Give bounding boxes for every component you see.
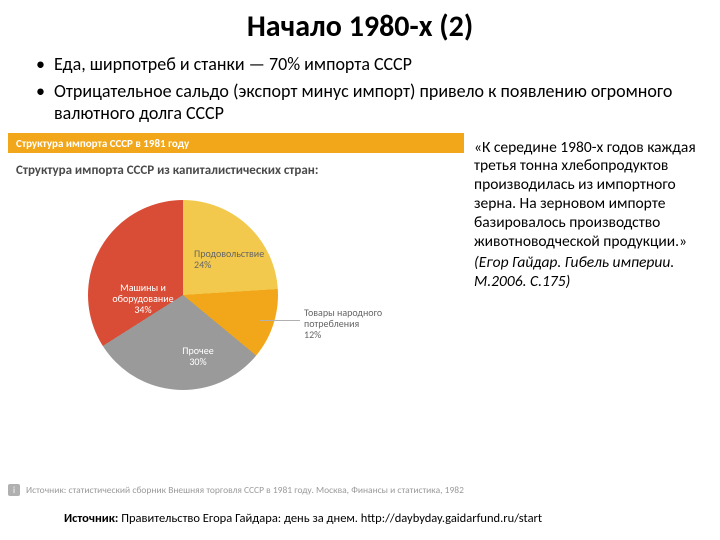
- chart-subtitle: Структура импорта СССР из капиталистичес…: [8, 153, 464, 182]
- bottom-source: Источник: Правительство Егора Гайдара: д…: [64, 511, 542, 526]
- pie-chart: Машины и оборудование 34% Продовольствие…: [8, 182, 464, 442]
- slice-value: 30%: [173, 356, 223, 367]
- slice-label-line: Машины и: [108, 282, 178, 293]
- page-title: Начало 1980-х (2): [0, 0, 720, 45]
- bullet-dot: •: [36, 80, 54, 125]
- bullet-item: • Еда, ширпотреб и станки — 70% импорта …: [36, 53, 696, 76]
- callout-line: [260, 320, 300, 321]
- quote-attribution: (Егор Гайдар. Гибель империи. М.2006. С.…: [474, 254, 702, 292]
- chart-banner: Структура импорта СССР в 1981 году: [8, 133, 464, 153]
- source-icon: i: [8, 484, 20, 496]
- quote-body: «К середине 1980-х годов каждая третья т…: [474, 139, 702, 252]
- bullet-dot: •: [36, 53, 54, 76]
- bottom-source-text: Правительство Егора Гайдара: день за дне…: [118, 511, 542, 526]
- slice-label-food: Продовольствие 24%: [194, 248, 274, 270]
- bullet-text: Еда, ширпотреб и станки — 70% импорта СС…: [54, 53, 412, 76]
- slice-label-line: Товары народного: [304, 307, 414, 318]
- slice-label-line: Прочее: [173, 345, 223, 356]
- slice-label-line: Продовольствие: [194, 248, 274, 259]
- bullet-text: Отрицательное сальдо (экспорт минус импо…: [54, 80, 696, 125]
- slice-label-line: потребления: [304, 318, 414, 329]
- slice-label-consumer-goods: Товары народного потребления 12%: [304, 307, 414, 340]
- chart-footnote-text: Источник: статистический сборник Внешняя…: [26, 484, 464, 496]
- slice-value: 12%: [304, 329, 414, 340]
- bottom-source-label: Источник:: [64, 511, 118, 526]
- slice-label-line: оборудование: [108, 293, 178, 304]
- chart-panel: Структура импорта СССР в 1981 году Струк…: [8, 133, 464, 442]
- main-row: Структура импорта СССР в 1981 году Струк…: [0, 133, 720, 442]
- quote-panel: «К середине 1980-х годов каждая третья т…: [464, 133, 712, 442]
- slice-value: 24%: [194, 259, 274, 270]
- slice-value: 34%: [108, 304, 178, 315]
- chart-footnote: i Источник: статистический сборник Внешн…: [8, 484, 464, 496]
- slice-label-machines: Машины и оборудование 34%: [108, 282, 178, 315]
- bullet-list: • Еда, ширпотреб и станки — 70% импорта …: [0, 45, 720, 133]
- slice-label-other: Прочее 30%: [173, 345, 223, 367]
- bullet-item: • Отрицательное сальдо (экспорт минус им…: [36, 80, 696, 125]
